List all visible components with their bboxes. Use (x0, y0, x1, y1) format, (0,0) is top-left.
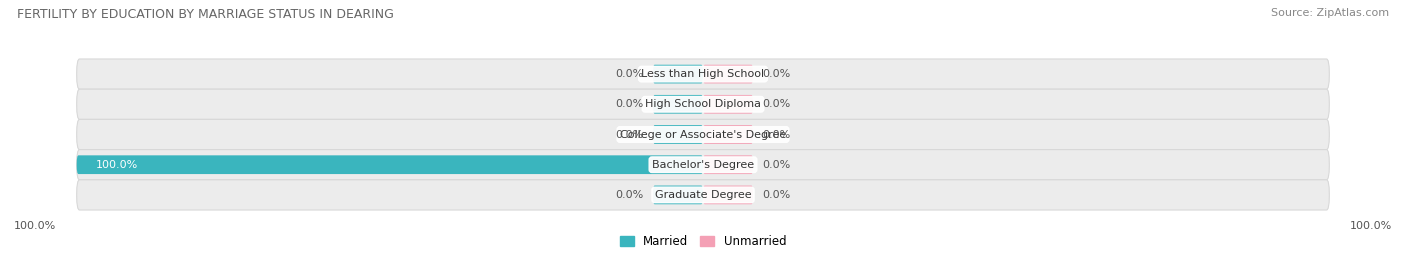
Legend: Married, Unmarried: Married, Unmarried (614, 230, 792, 253)
Text: Source: ZipAtlas.com: Source: ZipAtlas.com (1271, 8, 1389, 18)
FancyBboxPatch shape (703, 186, 754, 204)
Text: 100.0%: 100.0% (1350, 221, 1392, 231)
FancyBboxPatch shape (703, 125, 754, 144)
FancyBboxPatch shape (703, 65, 754, 83)
Text: 0.0%: 0.0% (762, 160, 790, 170)
FancyBboxPatch shape (652, 65, 703, 83)
Text: College or Associate's Degree: College or Associate's Degree (620, 129, 786, 140)
Text: 0.0%: 0.0% (762, 129, 790, 140)
FancyBboxPatch shape (77, 119, 1329, 150)
Text: 0.0%: 0.0% (762, 69, 790, 79)
FancyBboxPatch shape (652, 125, 703, 144)
Text: 0.0%: 0.0% (616, 190, 644, 200)
Text: 0.0%: 0.0% (616, 69, 644, 79)
FancyBboxPatch shape (652, 186, 703, 204)
Text: 0.0%: 0.0% (616, 129, 644, 140)
Text: 0.0%: 0.0% (762, 99, 790, 109)
Text: 0.0%: 0.0% (616, 99, 644, 109)
Text: Graduate Degree: Graduate Degree (655, 190, 751, 200)
Text: 100.0%: 100.0% (14, 221, 56, 231)
Text: 100.0%: 100.0% (96, 160, 138, 170)
Text: 0.0%: 0.0% (762, 190, 790, 200)
FancyBboxPatch shape (77, 150, 1329, 180)
Text: High School Diploma: High School Diploma (645, 99, 761, 109)
FancyBboxPatch shape (652, 95, 703, 114)
FancyBboxPatch shape (77, 180, 1329, 210)
Text: Bachelor's Degree: Bachelor's Degree (652, 160, 754, 170)
Text: FERTILITY BY EDUCATION BY MARRIAGE STATUS IN DEARING: FERTILITY BY EDUCATION BY MARRIAGE STATU… (17, 8, 394, 21)
FancyBboxPatch shape (77, 59, 1329, 89)
FancyBboxPatch shape (77, 89, 1329, 119)
FancyBboxPatch shape (703, 95, 754, 114)
FancyBboxPatch shape (703, 155, 754, 174)
FancyBboxPatch shape (77, 155, 703, 174)
Text: Less than High School: Less than High School (641, 69, 765, 79)
